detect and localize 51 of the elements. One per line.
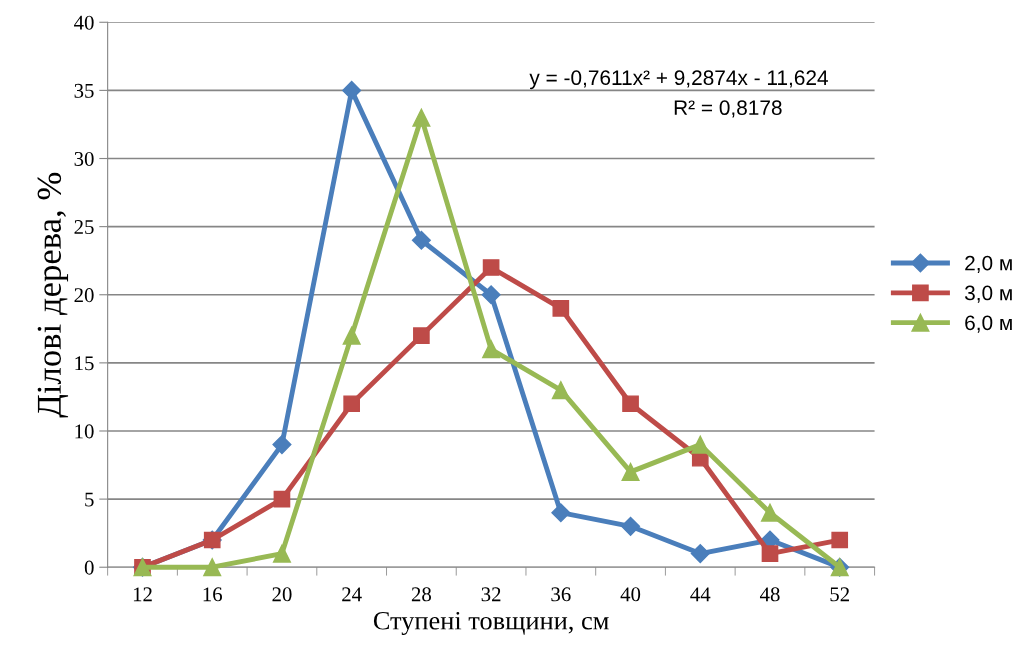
y-tick-label: 5 [85,492,94,507]
y-tick-label: 35 [74,83,94,98]
point [551,381,570,400]
x-axis-title: Ступені товщини, см [373,611,609,636]
point [621,462,640,481]
legend-label: 2,0 м [965,255,1012,273]
point [621,516,641,536]
point [552,300,570,317]
point [413,327,430,344]
point [273,490,291,508]
point [342,326,361,345]
y-tick-label: 0 [84,560,94,575]
legend-label: 6,0 м [965,315,1012,333]
x-tick-label: 16 [203,587,223,602]
legend-label: 3,0 м [964,285,1012,303]
y-tick-label: 25 [74,220,94,235]
annotation: R² = 0,8178 [674,100,782,118]
x-tick-label: 36 [551,587,571,602]
point [272,544,291,563]
y-tick-label: 15 [75,356,94,371]
x-tick-label: 20 [272,587,292,602]
x-tick-label: 40 [620,587,641,602]
x-tick-label: 32 [481,587,501,602]
point [690,544,710,564]
y-tick-label: 10 [75,424,94,439]
point [831,531,849,549]
point [342,80,362,100]
x-tick-label: 24 [342,587,362,602]
point [551,503,571,523]
annotation: y = -0,7611x² + 9,2874x - 11,624 [529,70,828,90]
x-tick-label: 44 [690,587,711,602]
point [622,395,639,413]
point [343,395,360,413]
y-tick-label: 30 [74,151,94,166]
point [411,230,431,250]
point [481,285,501,305]
point [482,259,500,276]
x-tick-label: 12 [133,587,152,602]
point [412,108,431,127]
point [482,340,501,359]
point [761,545,779,562]
x-tick-label: 48 [759,587,780,602]
point [691,435,710,454]
x-tick-label: 52 [830,587,849,602]
y-axis-title: Ділові дерева, % [37,172,69,418]
point [272,435,292,455]
y-tick-label: 20 [74,288,94,303]
x-tick-label: 28 [411,587,432,602]
point [203,558,222,577]
y-tick-label: 40 [74,15,94,30]
point [760,503,780,522]
